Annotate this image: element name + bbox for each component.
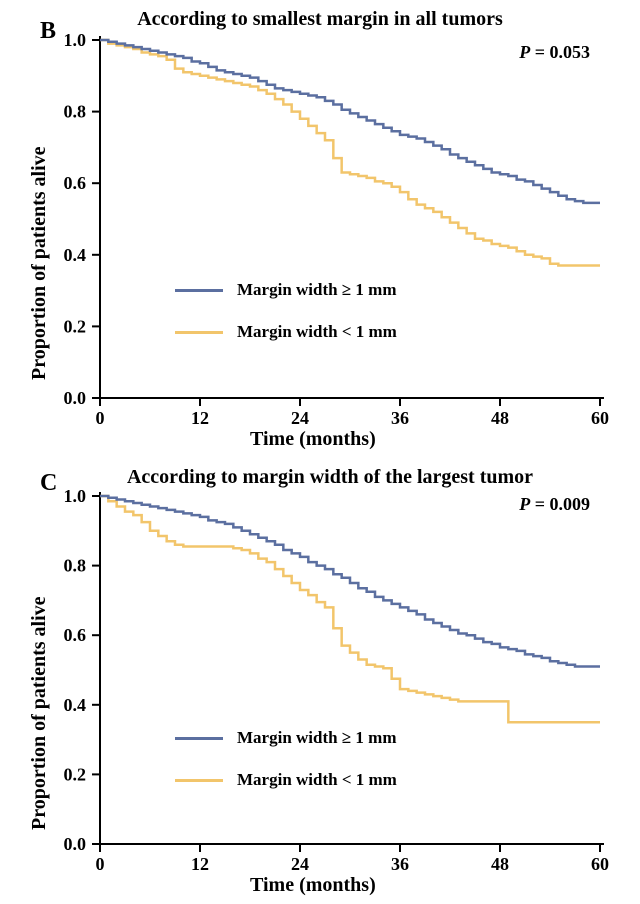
- legend-label-lt1: Margin width < 1 mm: [237, 322, 397, 342]
- legend-row: Margin width < 1 mm: [175, 322, 397, 342]
- svg-text:0.8: 0.8: [64, 102, 87, 122]
- svg-text:12: 12: [191, 854, 209, 874]
- panel-b-svg: 0.0 0.2 0.4 0.6 0.8 1.0 0 12 24 36 48 60: [0, 0, 640, 460]
- svg-text:1.0: 1.0: [64, 486, 87, 506]
- svg-text:24: 24: [291, 408, 309, 428]
- legend-row: Margin width < 1 mm: [175, 770, 397, 790]
- svg-text:0: 0: [96, 408, 105, 428]
- legend-swatch-ge1: [175, 737, 223, 740]
- panel-c-svg: 0.0 0.2 0.4 0.6 0.8 1.0 0 12 24 36 48 60: [0, 460, 640, 904]
- svg-text:36: 36: [391, 854, 409, 874]
- svg-text:0: 0: [96, 854, 105, 874]
- legend-swatch-ge1: [175, 289, 223, 292]
- svg-text:60: 60: [591, 854, 609, 874]
- legend-label-lt1: Margin width < 1 mm: [237, 770, 397, 790]
- panel-b-legend: Margin width ≥ 1 mm Margin width < 1 mm: [175, 280, 397, 364]
- panel-c-legend: Margin width ≥ 1 mm Margin width < 1 mm: [175, 728, 397, 812]
- svg-text:48: 48: [491, 408, 509, 428]
- svg-text:0.6: 0.6: [64, 173, 87, 193]
- svg-text:24: 24: [291, 854, 309, 874]
- panel-c: C According to margin width of the large…: [0, 460, 640, 904]
- svg-text:0.2: 0.2: [64, 316, 87, 336]
- svg-text:0.0: 0.0: [64, 388, 87, 408]
- legend-label-ge1: Margin width ≥ 1 mm: [237, 280, 397, 300]
- legend-row: Margin width ≥ 1 mm: [175, 728, 397, 748]
- svg-text:12: 12: [191, 408, 209, 428]
- svg-text:48: 48: [491, 854, 509, 874]
- legend-swatch-lt1: [175, 779, 223, 782]
- svg-text:60: 60: [591, 408, 609, 428]
- figure-container: B According to smallest margin in all tu…: [0, 0, 640, 904]
- svg-text:0.6: 0.6: [64, 625, 87, 645]
- svg-text:0.2: 0.2: [64, 764, 87, 784]
- legend-swatch-lt1: [175, 331, 223, 334]
- legend-label-ge1: Margin width ≥ 1 mm: [237, 728, 397, 748]
- legend-row: Margin width ≥ 1 mm: [175, 280, 397, 300]
- svg-text:0.4: 0.4: [64, 245, 87, 265]
- svg-text:0.4: 0.4: [64, 695, 87, 715]
- svg-text:0.8: 0.8: [64, 556, 87, 576]
- svg-text:36: 36: [391, 408, 409, 428]
- panel-b: B According to smallest margin in all tu…: [0, 0, 640, 460]
- svg-text:0.0: 0.0: [64, 834, 87, 854]
- svg-text:1.0: 1.0: [64, 30, 87, 50]
